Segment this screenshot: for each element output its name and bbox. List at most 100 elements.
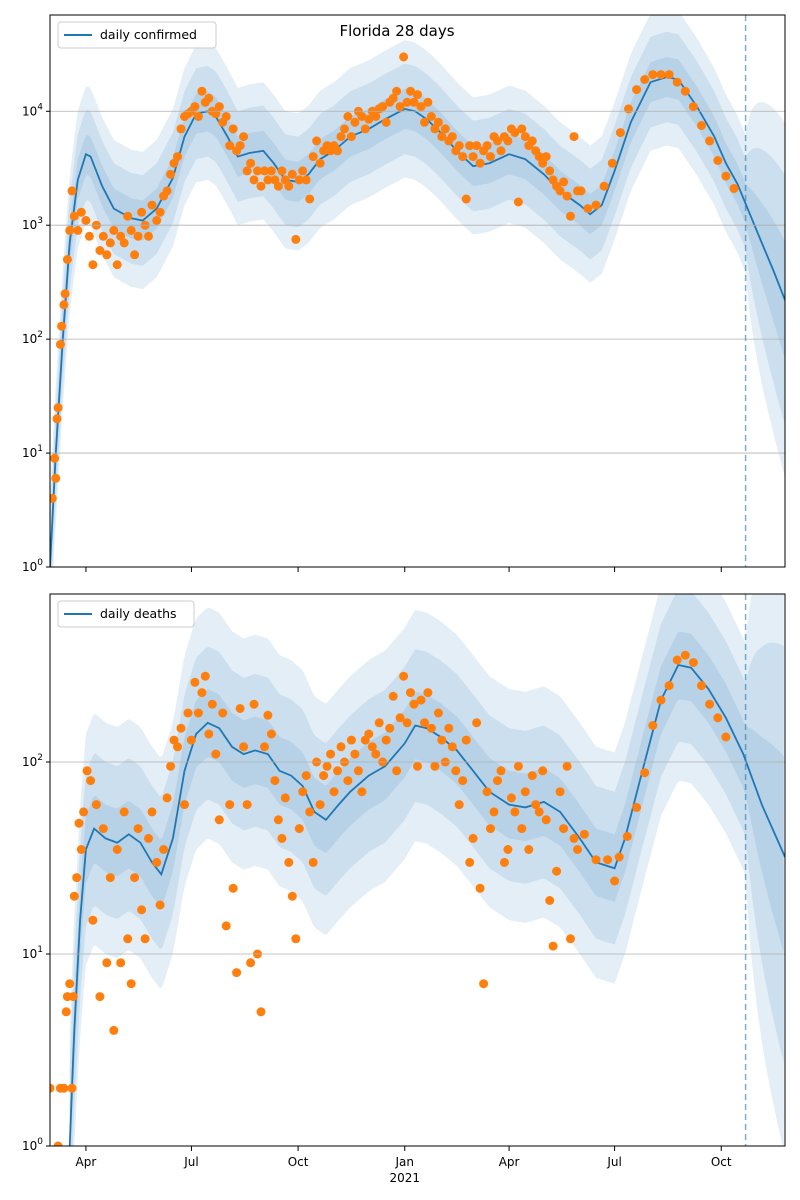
observed-point: [381, 735, 391, 745]
observed-point: [298, 787, 308, 797]
y-tick-label: 102: [22, 330, 43, 346]
observed-point: [527, 136, 537, 146]
observed-point: [433, 117, 443, 127]
observed-point: [423, 97, 433, 107]
observed-point: [680, 86, 690, 96]
observed-point: [176, 723, 186, 733]
axes-frame: [49, 14, 786, 568]
observed-point: [193, 708, 203, 718]
legend-label: daily confirmed: [100, 27, 197, 42]
observed-point: [287, 891, 297, 901]
observed-point: [225, 800, 235, 810]
observed-point: [451, 766, 461, 776]
observed-point: [109, 1025, 119, 1035]
x-tick-label: Apr: [499, 1155, 520, 1169]
observed-point: [235, 704, 245, 713]
figure-title: Florida 28 days: [339, 22, 454, 40]
observed-point: [615, 128, 625, 138]
x-tick-label: Jul: [606, 1155, 621, 1169]
observed-point: [221, 112, 231, 121]
observed-point: [426, 112, 436, 121]
observed-point: [520, 787, 530, 797]
observed-point: [294, 175, 304, 185]
observed-point: [263, 710, 273, 720]
observed-point: [144, 833, 153, 843]
observed-point: [242, 166, 252, 176]
observed-point: [402, 718, 412, 728]
observed-point: [81, 216, 91, 225]
observed-point: [65, 225, 75, 235]
observed-point: [53, 403, 63, 413]
observed-point: [479, 979, 489, 989]
observed-point: [697, 121, 706, 130]
observed-point: [343, 112, 353, 121]
observed-point: [447, 742, 457, 752]
x-year-label: 2021: [389, 1171, 420, 1185]
observed-point: [277, 833, 287, 843]
observed-point: [499, 857, 509, 867]
observed-point: [482, 787, 492, 797]
observed-point: [73, 225, 83, 235]
observed-point: [57, 321, 67, 331]
observed-point: [461, 735, 471, 745]
observed-point: [72, 873, 82, 883]
observed-point: [538, 766, 548, 776]
observed-point: [235, 141, 245, 151]
observed-point: [266, 729, 276, 739]
observed-point: [420, 718, 429, 728]
observed-point: [308, 152, 318, 162]
observed-point: [218, 708, 228, 718]
observed-point: [454, 141, 464, 151]
observed-point: [76, 845, 86, 854]
observed-point: [548, 941, 558, 951]
observed-point: [166, 169, 176, 179]
observed-point: [559, 177, 569, 187]
observed-point: [204, 93, 214, 103]
observed-point: [249, 699, 259, 709]
observed-point: [232, 968, 242, 978]
observed-point: [475, 883, 485, 893]
observed-point: [465, 141, 475, 151]
observed-point: [256, 1007, 266, 1017]
deaths-panel: 100 101 102 Apr Jul Oct Jan Apr Jul Oct 2021 daily …: [22, 593, 786, 1185]
observed-point: [472, 718, 482, 728]
observed-point: [555, 787, 565, 797]
observed-point: [416, 102, 426, 112]
observed-point: [291, 234, 301, 244]
observed-point: [458, 152, 468, 162]
observed-point: [559, 824, 569, 834]
observed-point: [545, 166, 555, 176]
observed-point: [624, 104, 633, 114]
observed-point: [166, 761, 176, 771]
observed-point: [102, 958, 112, 968]
observed-point: [211, 749, 221, 759]
observed-point: [55, 339, 65, 349]
observed-point: [579, 829, 589, 839]
observed-point: [253, 166, 262, 176]
observed-point: [190, 677, 200, 687]
y-tick-label: 100: [22, 558, 43, 574]
observed-point: [433, 708, 443, 718]
observed-point: [62, 255, 72, 264]
observed-point: [204, 729, 214, 739]
observed-point: [130, 250, 140, 260]
observed-point: [50, 1083, 55, 1093]
observed-point: [573, 845, 582, 854]
observed-point: [672, 77, 682, 87]
observed-point: [84, 231, 94, 241]
observed-point: [640, 75, 650, 84]
observed-point: [305, 194, 315, 204]
observed-point: [468, 833, 478, 843]
observed-point: [385, 723, 395, 733]
observed-point: [409, 699, 419, 709]
observed-point: [531, 800, 541, 810]
observed-point: [364, 114, 374, 124]
y-tick-label: 103: [22, 216, 43, 232]
observed-point: [510, 807, 520, 817]
observed-point: [591, 200, 601, 210]
observed-point: [510, 128, 520, 138]
observed-point: [173, 742, 182, 752]
observed-point: [116, 231, 126, 241]
observed-point: [155, 207, 165, 217]
observed-point: [353, 766, 363, 776]
